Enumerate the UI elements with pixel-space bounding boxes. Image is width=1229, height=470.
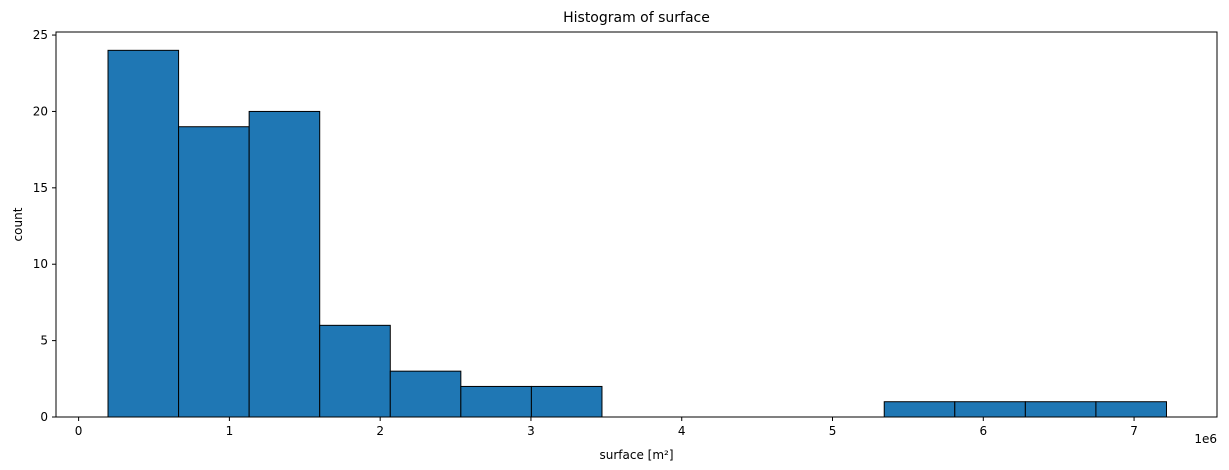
bars-group [107, 49, 1167, 418]
y-tick-label: 20 [33, 104, 48, 118]
y-tick-label: 5 [40, 334, 48, 348]
x-tick-label: 3 [527, 424, 535, 438]
x-tick-label: 5 [829, 424, 837, 438]
histogram-bar [248, 110, 321, 418]
x-tick-label: 2 [376, 424, 384, 438]
y-tick-label: 25 [33, 28, 48, 42]
histogram-bar [530, 385, 603, 418]
x-axis-label: surface [m²] [599, 448, 673, 462]
y-tick-label: 15 [33, 181, 48, 195]
x-tick-label: 4 [678, 424, 686, 438]
y-tick-label: 10 [33, 257, 48, 271]
x-tick-label: 1 [226, 424, 234, 438]
histogram-bar [319, 324, 391, 418]
histogram-bar [1024, 401, 1097, 418]
plot-frame [55, 31, 1218, 418]
chart-title: Histogram of surface [563, 10, 710, 26]
histogram-bar [954, 401, 1026, 418]
x-tick-label: 0 [75, 424, 83, 438]
histogram-bar [883, 401, 956, 418]
histogram-bar [460, 385, 532, 418]
histogram-bar [178, 126, 250, 418]
histogram-bar [389, 370, 462, 418]
histogram-bar [1095, 401, 1167, 418]
x-tick-label: 6 [979, 424, 987, 438]
y-tick-label: 0 [40, 410, 48, 424]
y-axis-ticks: 0 5 10 15 20 25 [33, 28, 56, 424]
histogram-bar [107, 49, 180, 418]
x-tick-label: 7 [1130, 424, 1138, 438]
x-axis-ticks: 0 1 2 3 4 5 6 7 [75, 417, 1138, 438]
y-axis-label: count [11, 207, 25, 241]
x-axis-offset-label: 1e6 [1194, 432, 1217, 446]
